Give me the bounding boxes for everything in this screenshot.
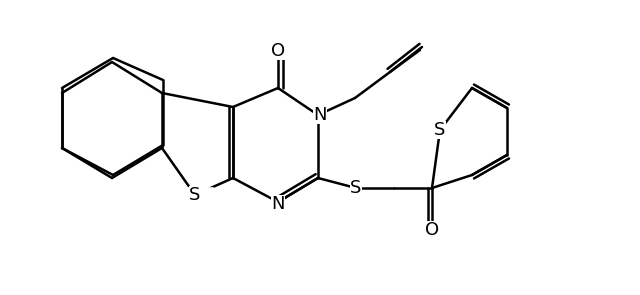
Text: S: S [435,121,445,139]
Text: O: O [271,42,285,60]
Text: S: S [189,188,201,206]
Text: S: S [189,186,201,204]
Text: N: N [313,106,327,124]
Text: S: S [350,179,362,197]
Text: O: O [425,221,439,239]
Text: N: N [271,195,285,213]
